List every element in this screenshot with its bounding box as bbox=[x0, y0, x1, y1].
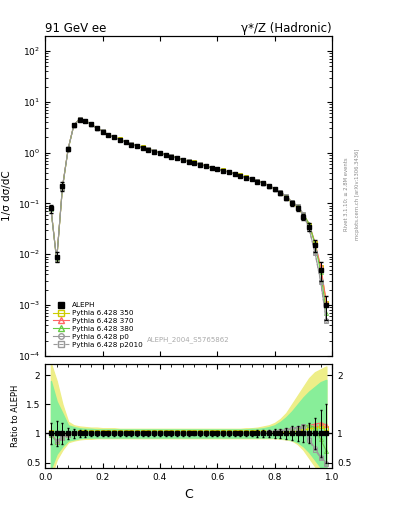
Y-axis label: Ratio to ALEPH: Ratio to ALEPH bbox=[11, 385, 20, 447]
Text: mcplots.cern.ch [arXiv:1306.3436]: mcplots.cern.ch [arXiv:1306.3436] bbox=[355, 149, 360, 240]
Text: γ*/Z (Hadronic): γ*/Z (Hadronic) bbox=[241, 22, 332, 35]
X-axis label: C: C bbox=[184, 488, 193, 501]
Text: Rivet 3.1.10; ≥ 2.8M events: Rivet 3.1.10; ≥ 2.8M events bbox=[344, 158, 349, 231]
Text: ALEPH_2004_S5765862: ALEPH_2004_S5765862 bbox=[147, 336, 230, 343]
Text: 91 GeV ee: 91 GeV ee bbox=[45, 22, 107, 35]
Legend: ALEPH, Pythia 6.428 350, Pythia 6.428 370, Pythia 6.428 380, Pythia 6.428 p0, Py: ALEPH, Pythia 6.428 350, Pythia 6.428 37… bbox=[51, 301, 144, 349]
Y-axis label: 1/σ dσ/dC: 1/σ dσ/dC bbox=[2, 170, 12, 221]
